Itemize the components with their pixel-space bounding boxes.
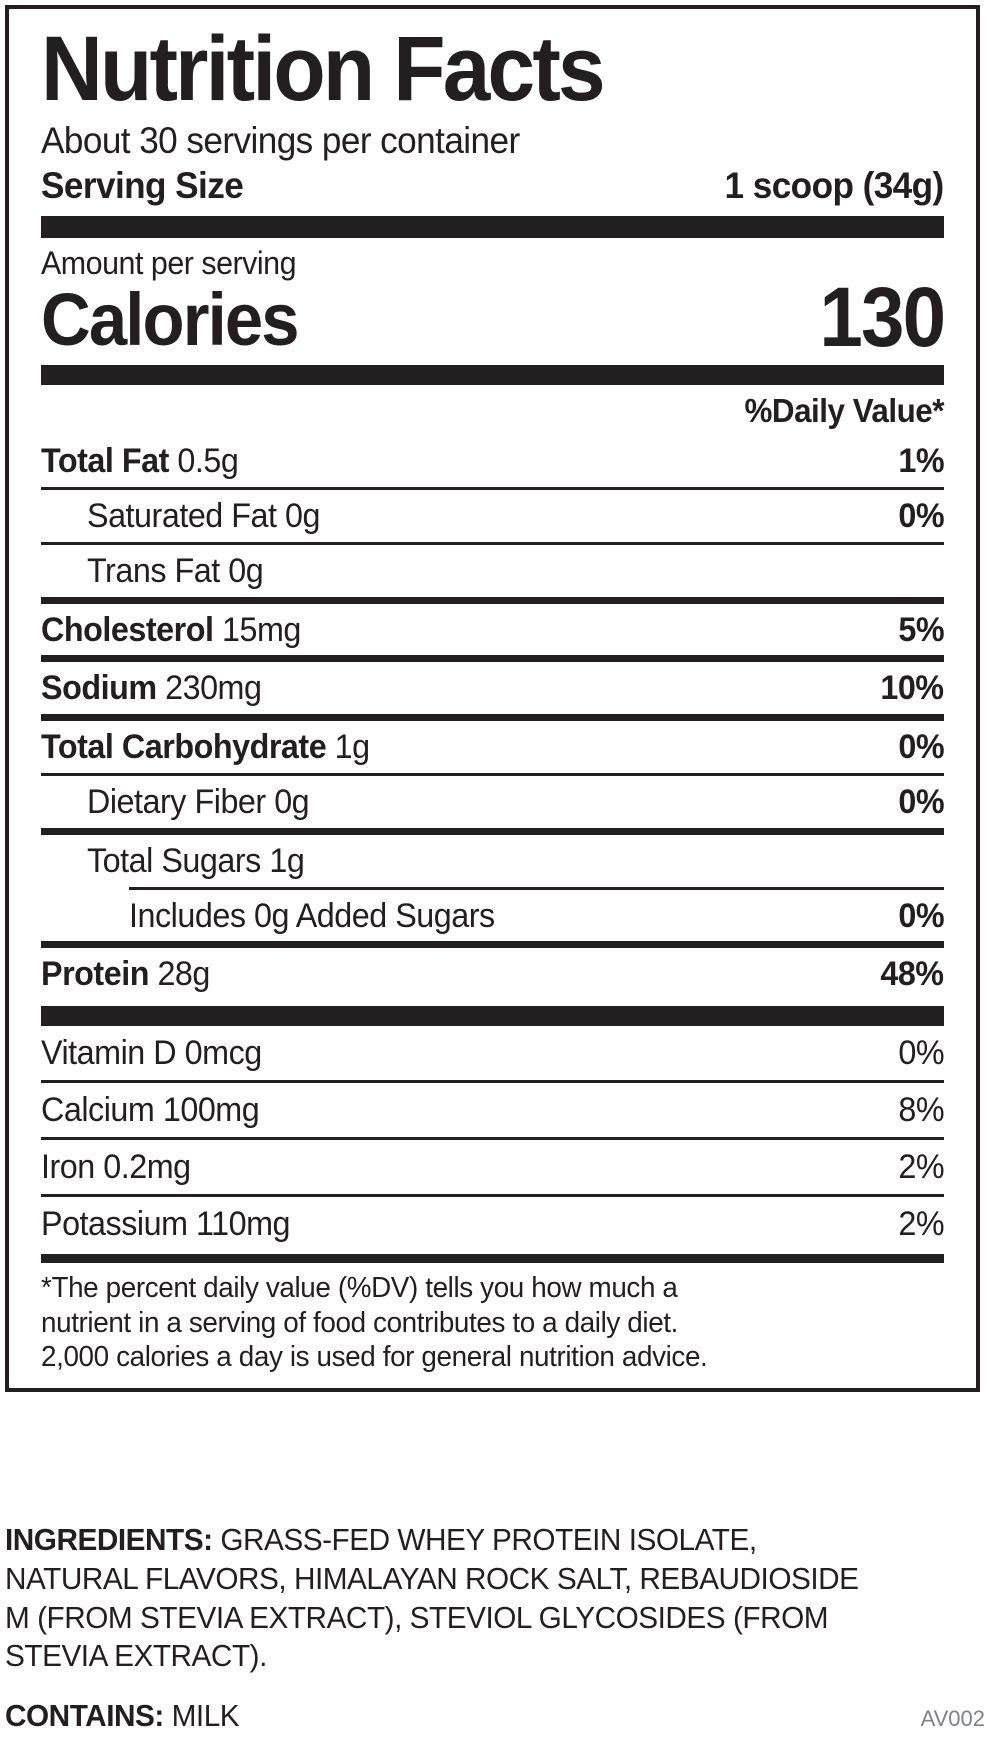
nutrient-row: Total Carbohydrate 1g 0% xyxy=(41,721,944,773)
divider xyxy=(41,655,944,663)
divider xyxy=(129,886,944,890)
nutrient-row: Includes 0g Added Sugars 0% xyxy=(41,890,944,942)
nutrient-name: Cholesterol 15mg xyxy=(41,610,301,649)
nutrient-row: Trans Fat 0g xyxy=(41,545,944,597)
vitamin-row: Calcium 100mg 8% xyxy=(41,1083,944,1137)
footnote-line: *The percent daily value (%DV) tells you… xyxy=(41,1272,678,1305)
nutrient-daily-value: 48% xyxy=(880,955,945,994)
divider xyxy=(41,1136,944,1140)
nutrient-name: Total Fat 0.5g xyxy=(41,442,239,481)
divider xyxy=(41,541,944,545)
nutrient-name: Protein 28g xyxy=(41,955,210,994)
nutrient-row: Total Sugars 1g xyxy=(41,835,944,887)
nutrient-row: Cholesterol 15mg 5% xyxy=(41,604,944,656)
divider xyxy=(41,596,944,604)
nutrient-name: Includes 0g Added Sugars xyxy=(129,896,495,935)
ingredients-heading: INGREDIENTS: xyxy=(5,1522,213,1557)
nutrient-name-bold: Sodium xyxy=(41,669,157,708)
page-title: Nutrition Facts xyxy=(41,18,606,120)
vitamin-daily-value: 0% xyxy=(898,1034,944,1073)
nutrient-name: Saturated Fat 0g xyxy=(87,497,321,536)
divider xyxy=(41,773,944,776)
vitamin-name: Iron 0.2mg xyxy=(41,1147,191,1186)
divider-thick-calories xyxy=(41,364,944,385)
nutrient-name: Trans Fat 0g xyxy=(87,551,264,590)
calories-value: 130 xyxy=(819,269,946,364)
amount-per-serving-label: Amount per serving xyxy=(41,244,297,281)
divider xyxy=(41,827,944,835)
serving-size-value: 1 scoop (34g) xyxy=(724,165,945,207)
nutrition-facts-panel: Nutrition Facts About 30 servings per co… xyxy=(5,5,980,1393)
vitamin-name: Calcium 100mg xyxy=(41,1090,260,1129)
nutrient-list: Total Fat 0.5g 1% Saturated Fat 0g 0% Trans … xyxy=(41,435,944,1000)
nutrient-daily-value: 0% xyxy=(898,497,944,536)
divider xyxy=(41,487,944,491)
contains-heading: CONTAINS: xyxy=(5,1698,164,1733)
nutrient-row: Dietary Fiber 0g 0% xyxy=(41,776,944,828)
nutrient-daily-value: 1% xyxy=(898,442,944,481)
vitamin-name: Vitamin D 0mcg xyxy=(41,1034,262,1073)
nutrient-name-bold: Protein xyxy=(41,955,149,994)
vitamin-row: Potassium 110mg 2% xyxy=(41,1197,944,1251)
nutrient-name: Total Sugars 1g xyxy=(87,841,305,880)
nutrient-row: Saturated Fat 0g 0% xyxy=(41,490,944,542)
divider xyxy=(41,1079,944,1083)
nutrient-name: Dietary Fiber 0g xyxy=(87,783,310,821)
divider xyxy=(41,941,944,949)
serving-size-row: Serving Size 1 scoop (34g) xyxy=(41,164,945,208)
nutrient-daily-value: 0% xyxy=(898,728,944,767)
nutrient-name-bold: Total Fat xyxy=(41,442,169,481)
daily-value-footnote: *The percent daily value (%DV) tells you… xyxy=(41,1263,944,1374)
vitamin-row: Vitamin D 0mcg 0% xyxy=(41,1026,944,1080)
calories-label: Calories xyxy=(41,278,300,362)
vitamin-daily-value: 8% xyxy=(898,1090,944,1129)
divider-footnote xyxy=(41,1254,944,1264)
nutrient-row: Protein 28g 48% xyxy=(41,948,944,1000)
contains-value: MILK xyxy=(163,1698,240,1733)
vitamin-list: Vitamin D 0mcg 0% Calcium 100mg 8% Iron 0.2m… xyxy=(41,1026,944,1250)
divider-thick-vitamins xyxy=(41,1006,944,1027)
vitamin-daily-value: 2% xyxy=(898,1204,944,1243)
nutrient-name-bold: Cholesterol xyxy=(41,610,214,649)
contains-row: CONTAINS: MILK AV002 xyxy=(5,1698,995,1734)
nutrient-name-bold: Total Carbohydrate xyxy=(41,728,327,767)
nutrient-daily-value: 0% xyxy=(898,783,944,821)
ingredients-text: INGREDIENTS: GRASS-FED WHEY PROTEIN ISOL… xyxy=(5,1521,995,1676)
divider-thick-top xyxy=(41,215,944,238)
nutrient-row: Sodium 230mg 10% xyxy=(41,662,944,714)
daily-value-header: %Daily Value* xyxy=(744,391,945,429)
ingredients-line: STEVIA EXTRACT). xyxy=(5,1638,267,1674)
nutrient-row: Total Fat 0.5g 1% xyxy=(41,435,944,487)
nutrient-daily-value: 10% xyxy=(880,669,945,708)
footnote-line: 2,000 calories a day is used for general… xyxy=(41,1340,708,1373)
ingredients-block: INGREDIENTS: GRASS-FED WHEY PROTEIN ISOL… xyxy=(5,1521,995,1734)
nutrient-daily-value: 5% xyxy=(898,610,944,649)
ingredients-line: M (FROM STEVIA EXTRACT), STEVIOL GLYCOSI… xyxy=(5,1599,829,1635)
vitamin-daily-value: 2% xyxy=(898,1147,944,1186)
product-code: AV002 xyxy=(920,1706,985,1731)
vitamin-row: Iron 0.2mg 2% xyxy=(41,1140,944,1194)
calories-row: Calories 130 xyxy=(41,269,946,364)
ingredients-line: INGREDIENTS: GRASS-FED WHEY PROTEIN ISOL… xyxy=(5,1522,757,1557)
ingredients-line: NATURAL FLAVORS, HIMALAYAN ROCK SALT, RE… xyxy=(5,1560,859,1596)
divider xyxy=(41,1193,944,1197)
contains-text: CONTAINS: MILK xyxy=(5,1698,240,1734)
vitamin-name: Potassium 110mg xyxy=(41,1204,291,1243)
divider xyxy=(41,714,944,722)
nutrient-name: Total Carbohydrate 1g xyxy=(41,728,370,767)
servings-per-container: About 30 servings per container xyxy=(41,120,520,161)
serving-size-label: Serving Size xyxy=(41,165,244,207)
nutrient-daily-value: 0% xyxy=(898,896,944,935)
footnote-line: nutrient in a serving of food contribute… xyxy=(41,1306,679,1339)
nutrient-name: Sodium 230mg xyxy=(41,669,262,708)
